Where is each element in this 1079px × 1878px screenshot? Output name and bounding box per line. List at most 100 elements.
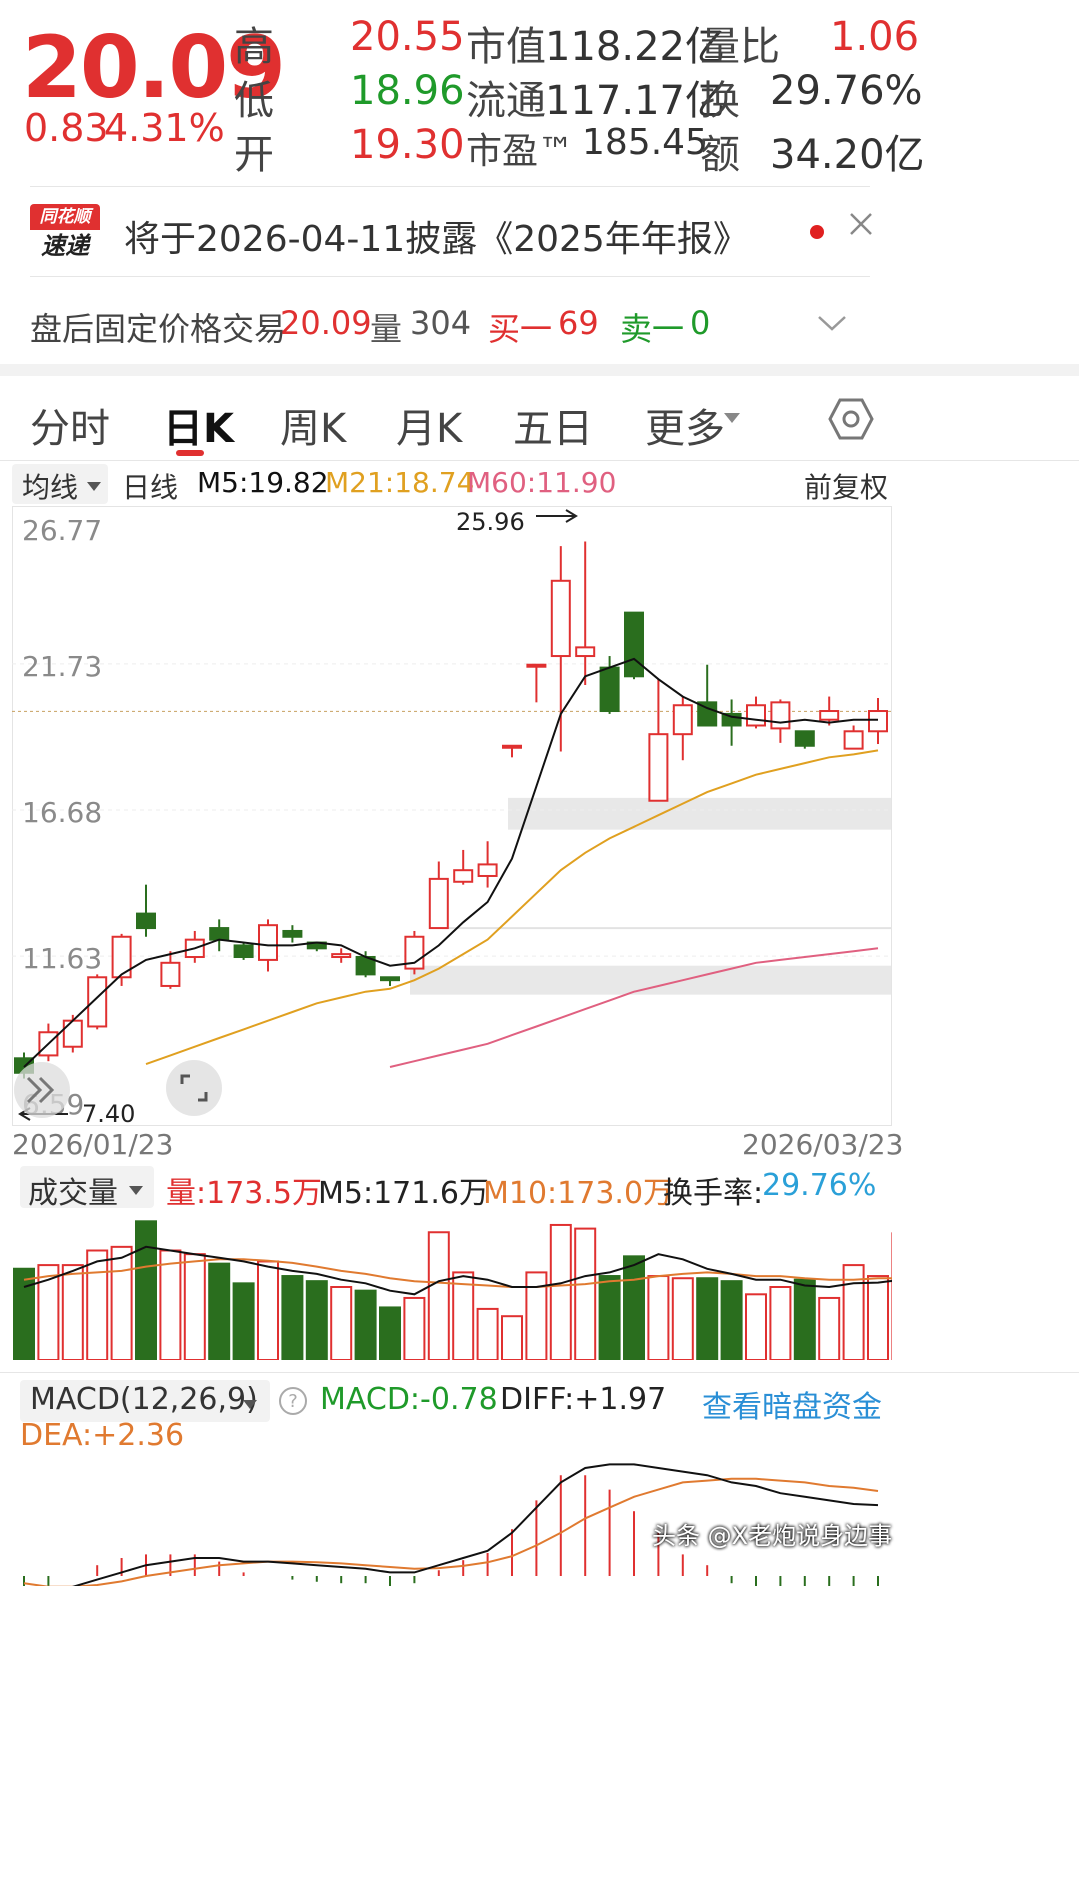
macd-chart[interactable] — [12, 1410, 892, 1586]
header-divider — [30, 186, 870, 187]
volume-bar — [305, 1280, 328, 1360]
volume-bar — [525, 1271, 548, 1360]
turnover-value: 29.76% — [770, 68, 923, 114]
ths-logo: 同花顺 速递 — [30, 204, 100, 262]
candle-body — [233, 944, 254, 959]
dea-line — [23, 1477, 879, 1586]
price-band — [508, 797, 891, 830]
news-divider — [30, 276, 870, 277]
volume-bar — [232, 1282, 255, 1360]
after-hours-vol-label: 量 — [370, 310, 403, 348]
candle-body — [477, 863, 498, 877]
active-tab-indicator — [176, 450, 204, 456]
tab-more[interactable]: 更多 — [645, 406, 725, 452]
after-hours-row[interactable]: 盘后固定价格交易 20.09 量 304 买一 69 卖一 0 — [0, 290, 900, 356]
dea-value: DEA:+2.36 — [20, 1418, 185, 1453]
volume-bar — [867, 1275, 889, 1360]
news-banner[interactable]: 同花顺 速递 将于2026-04-11披露《2025年年报》 — [0, 190, 900, 276]
volume-dropdown[interactable]: 成交量 — [20, 1166, 154, 1211]
adjust-button[interactable]: 前复权 — [804, 471, 889, 504]
volume-bar — [501, 1315, 523, 1360]
volume-bar — [379, 1306, 401, 1360]
volume-ratio-value: 1.06 — [830, 14, 920, 60]
volume-bar — [257, 1260, 279, 1360]
volume-bar — [281, 1275, 304, 1360]
volume-bar — [696, 1277, 719, 1360]
macd-value: MACD:-0.78 — [320, 1382, 498, 1417]
volume-bar — [574, 1227, 597, 1360]
candle-body — [160, 961, 181, 987]
candle-body — [746, 704, 766, 727]
turnover-rate-label: 换手率: — [663, 1176, 764, 1211]
low-marker-label: 7.40 — [82, 1100, 135, 1126]
ma-dropdown-caret-icon — [86, 478, 102, 497]
macd-dropdown-label: MACD(12,26,9) — [30, 1382, 258, 1417]
volume-bar — [354, 1289, 377, 1360]
volume-bar — [476, 1307, 499, 1360]
open-value: 19.30 — [350, 122, 465, 168]
close-icon[interactable] — [845, 208, 877, 240]
pe-value: 185.45 — [582, 122, 708, 163]
ma21-line — [145, 749, 879, 1066]
volume-ma10-line — [23, 1258, 892, 1288]
candle-body — [721, 712, 742, 727]
tab-daily-k[interactable]: 日K — [163, 406, 234, 452]
mcap-label: 市值 — [466, 24, 546, 70]
ma-dropdown-label: 均线 — [22, 471, 79, 504]
volume-chart[interactable] — [12, 1210, 892, 1360]
after-hours-sell-label: 卖一 — [620, 310, 685, 348]
logo-bottom: 速递 — [41, 232, 89, 260]
volume-bar — [818, 1296, 841, 1360]
after-hours-buy-label: 买一 — [488, 310, 553, 348]
logo-top: 同花顺 — [30, 204, 100, 230]
candle-body — [209, 927, 230, 941]
chart-frame — [12, 506, 892, 1126]
ma-dropdown[interactable]: 均线 — [12, 464, 108, 504]
amount-value: 34.20亿 — [770, 132, 925, 178]
volume-bar — [671, 1277, 694, 1360]
ma60-value: M60:11.90 — [467, 466, 617, 499]
volume-dropdown-caret-icon — [128, 1182, 144, 1201]
volume-ratio-label: 量比 — [700, 24, 780, 70]
volume-bar — [135, 1220, 157, 1360]
candle-body — [599, 666, 620, 713]
volume-bar — [13, 1267, 35, 1360]
candle-body — [770, 701, 791, 730]
current-price: 20.09 — [22, 18, 286, 118]
candle-body — [136, 912, 156, 930]
candle-body — [843, 730, 864, 750]
candle-body — [453, 869, 474, 883]
tab-intraday[interactable]: 分时 — [30, 406, 110, 452]
amount-label: 额 — [700, 132, 740, 178]
candle-body — [502, 744, 522, 749]
volume-bar — [37, 1264, 60, 1360]
mcap-value: 118.22亿 — [545, 24, 725, 70]
y-axis-label: 16.68 — [22, 796, 102, 829]
tab-more-caret-icon[interactable] — [722, 410, 742, 426]
dark-pool-link[interactable]: 查看暗盘资金 — [702, 1390, 882, 1425]
help-icon[interactable]: ? — [278, 1386, 308, 1416]
period-label: 日线 — [122, 471, 179, 504]
news-text[interactable]: 将于2026-04-11披露《2025年年报》 — [124, 219, 749, 260]
collapse-chevrons-icon[interactable] — [14, 1062, 70, 1118]
candle-body — [62, 1019, 83, 1048]
candle-body — [87, 976, 108, 1028]
price-change-pct: 4.31% — [104, 106, 225, 150]
volume-bar — [159, 1249, 182, 1360]
tabs-divider — [0, 460, 1079, 461]
tab-weekly-k[interactable]: 周K — [280, 406, 347, 452]
price-band — [410, 965, 891, 995]
chevron-down-icon[interactable] — [815, 308, 849, 338]
settings-icon[interactable] — [828, 396, 874, 442]
fullscreen-icon[interactable] — [166, 1060, 222, 1116]
volume-bar — [110, 1245, 133, 1360]
turnover-label: 换 — [700, 78, 740, 124]
volume-bar — [647, 1275, 670, 1360]
macd-dropdown[interactable]: MACD(12,26,9) — [20, 1380, 270, 1422]
tab-monthly-k[interactable]: 月K — [396, 406, 463, 452]
volume-bar — [842, 1264, 865, 1360]
date-start-label: 2026/01/23 — [12, 1128, 174, 1161]
tab-five-day[interactable]: 五日 — [513, 406, 593, 452]
turnover-rate-value: 29.76% — [762, 1168, 877, 1203]
